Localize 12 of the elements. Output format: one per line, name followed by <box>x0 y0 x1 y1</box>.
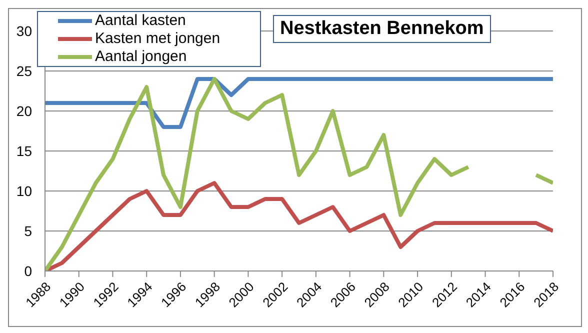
y-tick-label: 30 <box>16 22 32 39</box>
y-tick-label: 5 <box>24 222 32 239</box>
legend-label: Kasten met jongen <box>95 30 220 48</box>
y-tick-label: 0 <box>24 262 32 279</box>
y-tick-label: 20 <box>16 102 32 119</box>
line-series <box>45 77 553 129</box>
legend-label: Aantal jongen <box>95 48 187 66</box>
y-tick-label: 25 <box>16 62 32 79</box>
legend-label: Aantal kasten <box>95 12 186 30</box>
y-tick-label: 15 <box>16 142 32 159</box>
chart-title: Nestkasten Bennekom <box>273 15 491 43</box>
y-tick-label: 10 <box>16 182 32 199</box>
